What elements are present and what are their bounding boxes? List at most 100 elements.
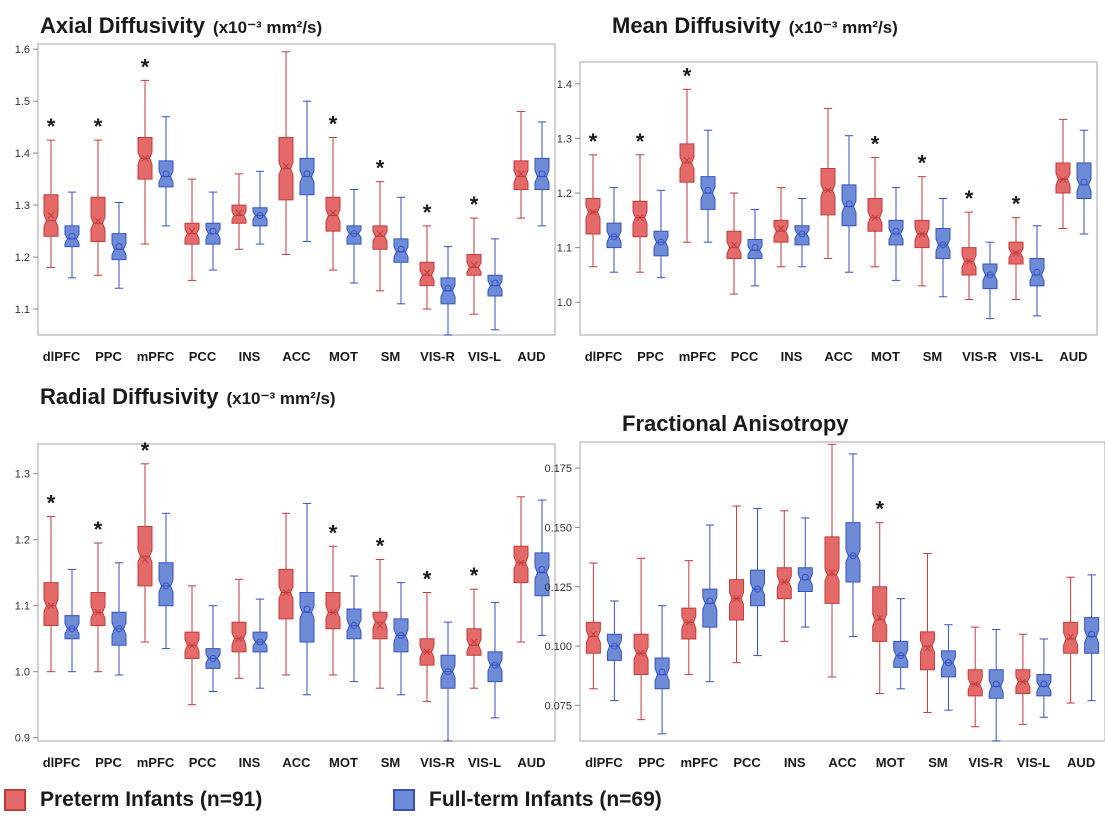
legend-item-fullterm: Full-term Infants (n=69) — [393, 782, 662, 818]
plot-frame — [579, 61, 1098, 336]
box-fullterm — [940, 624, 956, 711]
box-fullterm — [606, 187, 622, 273]
y-tick-label: 1.4 — [15, 148, 30, 160]
mean-marker — [376, 622, 384, 629]
legend: Preterm Infants (n=91) Full-term Infants… — [0, 782, 1105, 822]
box-preterm — [820, 107, 836, 260]
box-fullterm — [534, 499, 550, 636]
x-tick-label: dlPFC — [585, 755, 623, 770]
mean-marker — [538, 170, 546, 178]
box-fullterm — [797, 517, 813, 628]
fullterm-swatch — [393, 789, 415, 811]
box-body — [747, 238, 763, 260]
box-preterm — [90, 542, 106, 673]
mean-marker — [397, 631, 405, 639]
mean-marker — [986, 271, 994, 279]
box-fullterm — [888, 187, 904, 281]
y-tick-label: 1.1 — [557, 243, 572, 255]
box-preterm — [1055, 118, 1071, 230]
box-body — [681, 607, 697, 640]
box-fullterm — [1076, 129, 1092, 235]
box-body — [888, 219, 904, 246]
x-tick-label: INS — [784, 755, 806, 770]
box-fullterm — [440, 621, 456, 742]
box-body — [919, 631, 935, 671]
box-preterm — [372, 559, 388, 689]
box-body — [252, 207, 268, 227]
box-preterm — [776, 510, 792, 642]
box-fullterm — [346, 189, 362, 284]
box-fullterm — [158, 116, 174, 227]
box-body — [346, 608, 362, 640]
y-tick-label: 0.125 — [544, 582, 572, 594]
box-fullterm — [988, 628, 1004, 742]
mean-marker — [992, 680, 1000, 688]
box-preterm — [967, 626, 983, 728]
box-body — [824, 536, 840, 604]
box-body — [372, 225, 388, 250]
mean-marker — [115, 243, 123, 251]
y-tick-label: 1.2 — [15, 535, 30, 547]
mean-marker — [1080, 178, 1088, 186]
y-tick-label: 1.6 — [15, 44, 30, 56]
box-body — [393, 238, 409, 263]
y-tick-label: 1.2 — [15, 252, 30, 264]
box-fullterm — [393, 582, 409, 696]
x-tick-label: mPFC — [681, 755, 719, 770]
y-tick-label: 0.175 — [544, 463, 572, 475]
mean-marker — [256, 638, 264, 646]
box-preterm — [919, 553, 935, 714]
box-preterm — [231, 578, 247, 679]
mean-marker — [350, 230, 358, 238]
mean-marker — [657, 238, 665, 246]
box-body — [940, 650, 956, 678]
mean-marker — [610, 233, 618, 241]
mean-marker — [491, 661, 499, 669]
box-fullterm — [487, 601, 503, 719]
mean-marker — [188, 641, 196, 649]
y-tick-label: 1.3 — [15, 469, 30, 481]
box-fullterm — [158, 512, 174, 650]
mean-marker — [733, 595, 740, 602]
box-body — [534, 157, 550, 190]
mean-marker — [1059, 176, 1067, 183]
significance-star: * — [470, 563, 479, 588]
mean-marker — [706, 597, 714, 605]
box-body — [702, 588, 718, 628]
box-body — [90, 196, 106, 242]
box-fullterm — [393, 196, 409, 305]
box-fullterm — [346, 575, 362, 683]
mean-marker — [94, 217, 102, 225]
box-body — [794, 225, 810, 246]
mean-marker — [235, 635, 243, 643]
significance-star: * — [47, 491, 56, 516]
y-tick-label: 0.100 — [544, 641, 572, 653]
mean-marker — [751, 244, 759, 252]
box-body — [867, 198, 883, 232]
significance-star: * — [94, 517, 103, 542]
mean-marker — [68, 232, 76, 240]
significance-star: * — [47, 114, 56, 139]
box-body — [111, 233, 127, 261]
mean-marker — [423, 269, 431, 276]
box-fullterm — [299, 100, 315, 242]
box-preterm — [914, 176, 930, 287]
x-tick-label: INS — [239, 349, 261, 364]
significance-star: * — [683, 63, 692, 88]
box-preterm — [137, 463, 153, 643]
x-tick-label: AUD — [517, 755, 545, 770]
y-tick-label: 1.1 — [15, 601, 30, 613]
mean-marker — [188, 227, 196, 235]
y-tick-label: 1.3 — [15, 200, 30, 212]
x-tick-label: MOT — [871, 349, 900, 364]
y-tick-label: 0.075 — [544, 700, 572, 712]
legend-label-fullterm: Full-term Infants (n=69) — [429, 788, 662, 811]
mean-marker — [115, 625, 123, 633]
x-tick-label: VIS-L — [468, 349, 501, 364]
box-preterm — [43, 139, 59, 268]
mean-marker — [971, 680, 979, 688]
panel-0: Axial Diffusivity (x10⁻³ mm²/s) 1.1 1.2 1.3 1… — [15, 13, 556, 364]
box-body — [935, 228, 951, 260]
significance-star: * — [918, 151, 927, 176]
box-preterm — [231, 173, 247, 250]
